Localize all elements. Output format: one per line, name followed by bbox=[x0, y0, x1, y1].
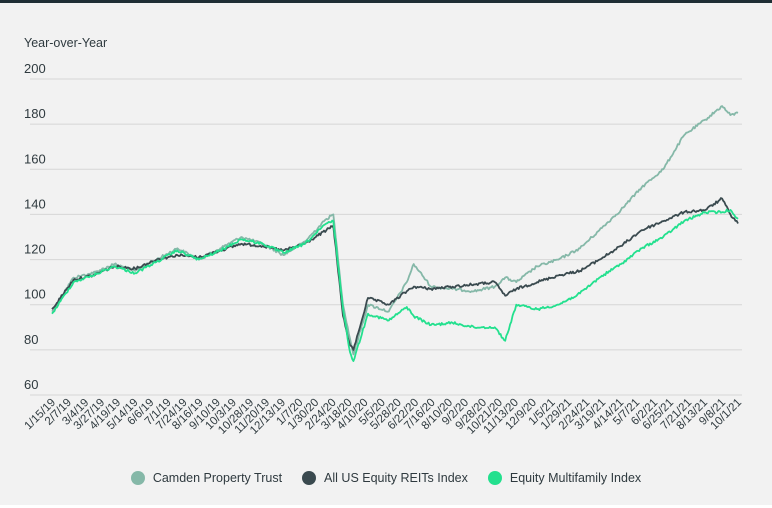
x-axis-ticks: 1/15/192/7/193/4/193/27/194/19/195/14/19… bbox=[23, 397, 745, 437]
y-tick-label: 120 bbox=[24, 242, 46, 257]
y-tick-label: 100 bbox=[24, 287, 46, 302]
legend-swatch-reits bbox=[302, 471, 317, 485]
line-chart: 60 80 100 120 140 160 180 200 Year-over-Year 1/… bbox=[23, 36, 745, 437]
series-line-multifamily bbox=[51, 208, 739, 362]
y-tick-label: 160 bbox=[24, 151, 46, 166]
series-line-reits bbox=[51, 197, 739, 351]
legend-item-camden: Camden Property Trust bbox=[130, 471, 283, 485]
y-axis-label: Year-over-Year bbox=[24, 36, 107, 50]
legend: Camden Property Trust All US Equity REIT… bbox=[0, 471, 772, 485]
legend-swatch-camden bbox=[130, 471, 145, 485]
y-tick-label: 60 bbox=[24, 377, 38, 392]
legend-swatch-multifamily bbox=[487, 471, 502, 485]
grid bbox=[30, 78, 742, 396]
legend-label-reits: All US Equity REITs Index bbox=[324, 471, 468, 485]
y-tick-label: 140 bbox=[24, 196, 46, 211]
y-tick-label: 80 bbox=[24, 332, 38, 347]
y-axis-ticks: 60 80 100 120 140 160 180 200 bbox=[24, 61, 46, 392]
y-tick-label: 200 bbox=[24, 61, 46, 76]
legend-label-camden: Camden Property Trust bbox=[152, 471, 283, 485]
y-tick-label: 180 bbox=[24, 106, 46, 121]
legend-item-multifamily: Equity Multifamily Index bbox=[487, 471, 642, 485]
series-line-camden bbox=[51, 105, 739, 356]
legend-label-multifamily: Equity Multifamily Index bbox=[509, 471, 642, 485]
series-lines bbox=[51, 105, 739, 362]
legend-item-reits: All US Equity REITs Index bbox=[302, 471, 468, 485]
